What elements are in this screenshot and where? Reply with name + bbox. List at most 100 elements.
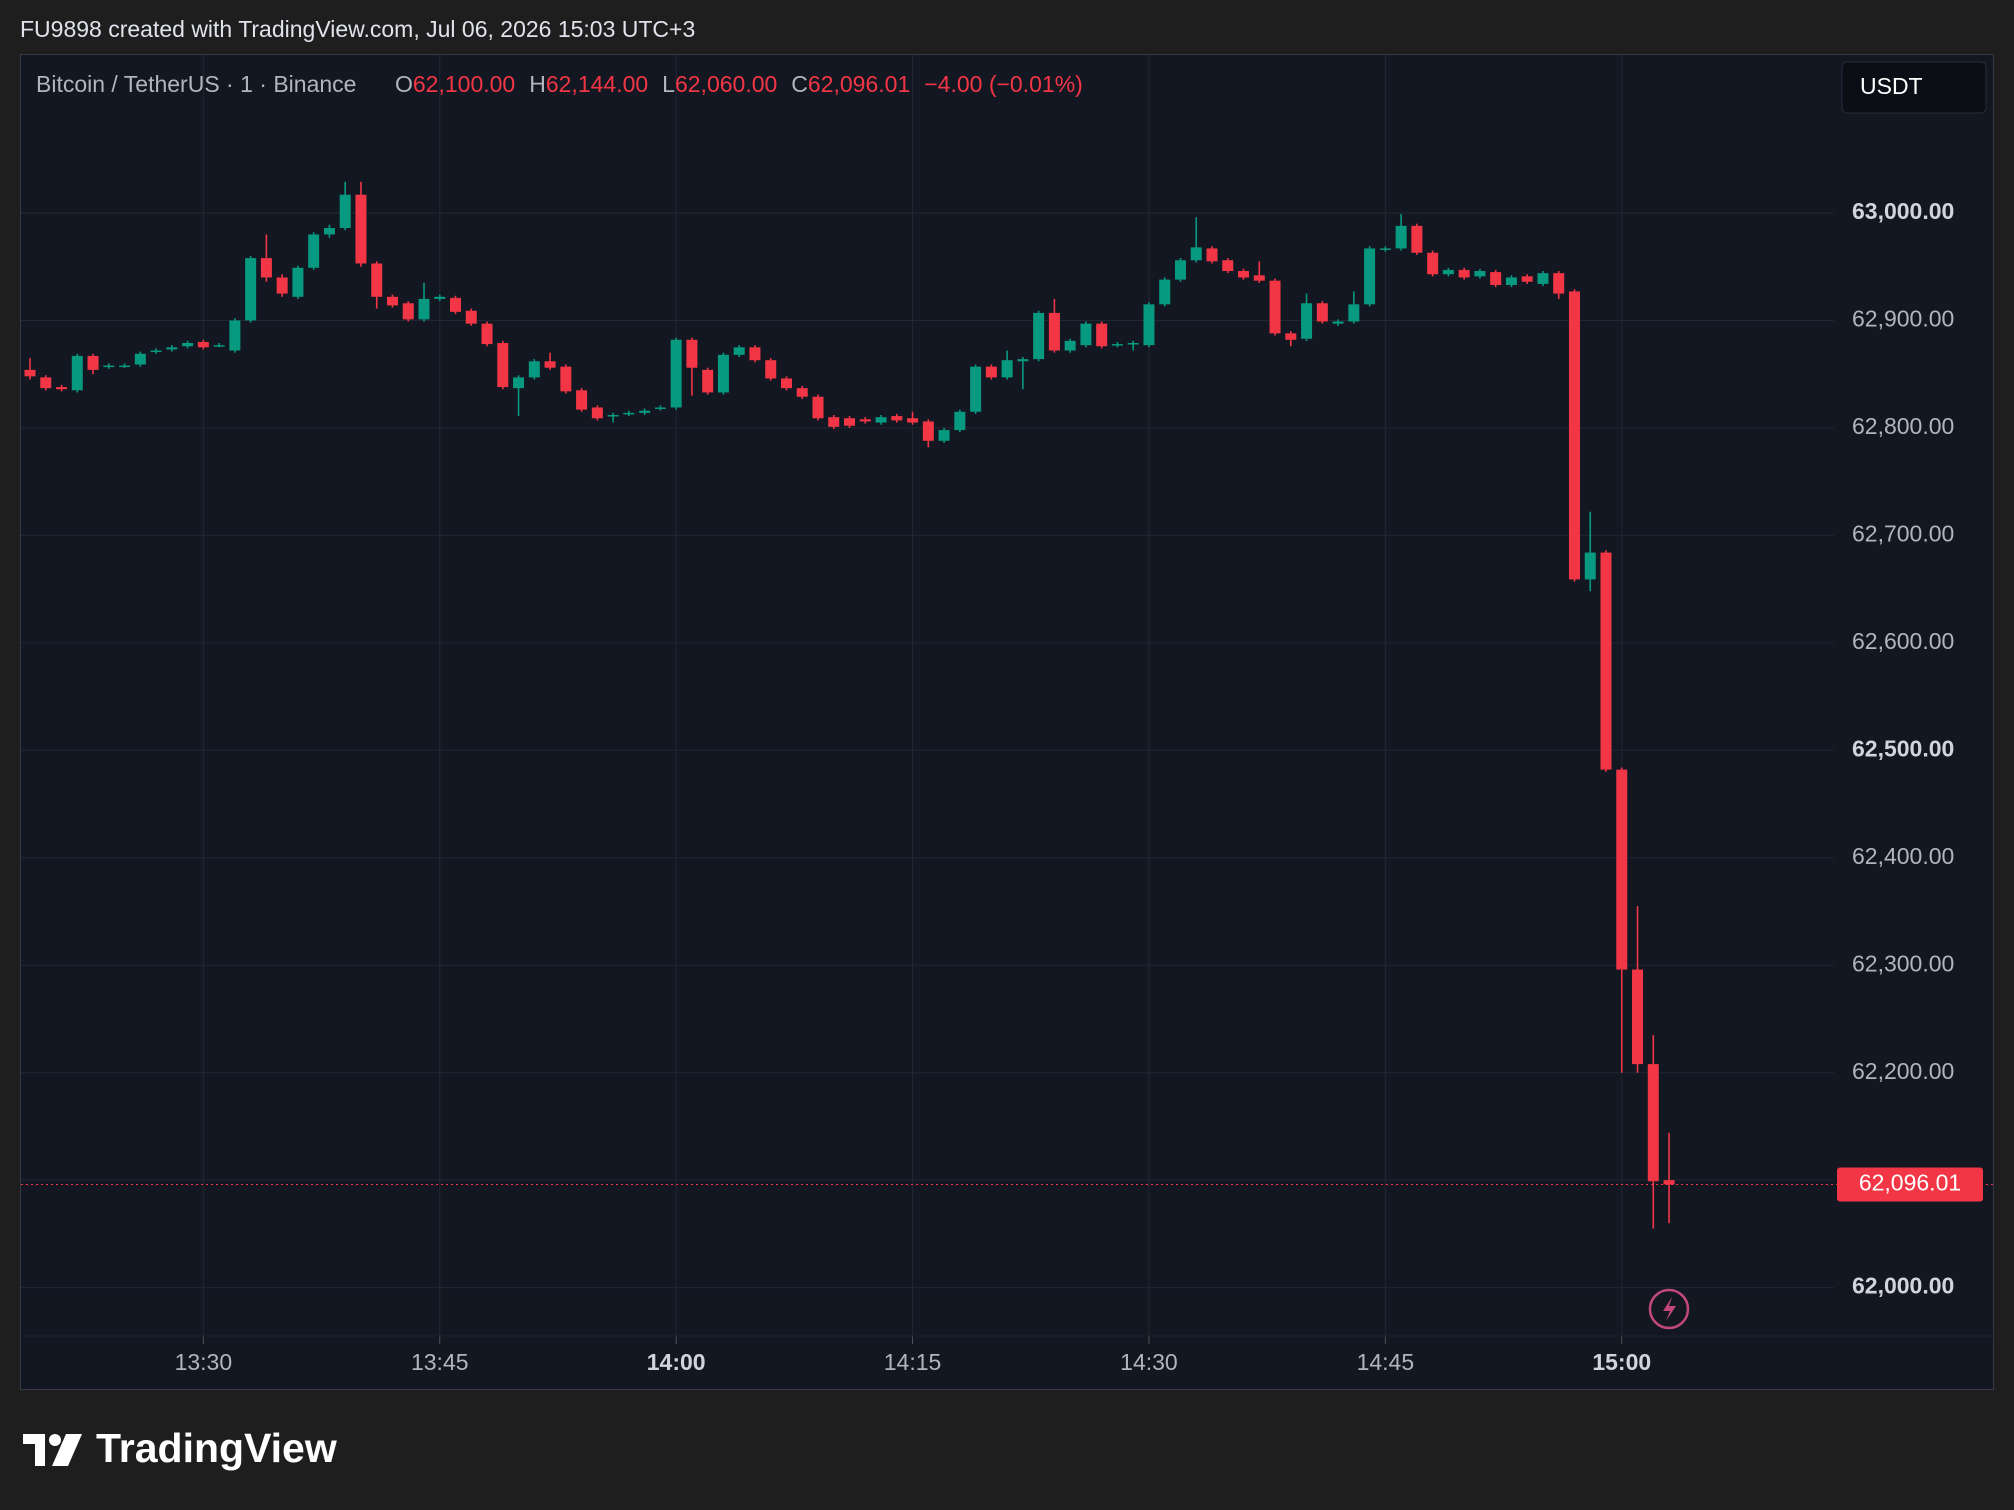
ohlc-legend: O62,100.00 H62,144.00 L62,060.00 C62,096.01… [395,71,1083,97]
candle-body [1222,260,1234,272]
last-price-label: 62,096.01 [1859,1170,1961,1196]
ohlc-value: 62,144.00 [546,71,648,97]
candle-body [1033,312,1045,360]
candle-body [733,347,745,355]
caption: FU9898 created with TradingView.com, Jul… [20,16,695,42]
event-icon[interactable] [1648,1288,1690,1330]
x-tick-label: 14:45 [1357,1349,1415,1375]
candle-body [607,415,619,417]
candle-body [402,303,414,320]
y-tick-label: 62,000.00 [1852,1273,1954,1299]
ohlc-value: 62,100.00 [413,71,515,97]
candle-body [765,360,777,379]
candle-body [1379,248,1391,250]
candle-body [292,267,304,297]
symbol: Bitcoin / TetherUS · 1 · Binance [36,71,356,97]
candle-body [1553,273,1565,294]
currency-button[interactable] [1841,61,1987,114]
candle-body [386,296,398,306]
candle-body [1490,272,1502,285]
candle-body [1600,552,1612,770]
ohlc-key: H [529,71,546,97]
candle-body [844,418,856,426]
y-tick-label: 62,800.00 [1852,413,1954,439]
candle-body [1364,248,1376,305]
axes: 62,000.0062,100.0062,200.0062,300.0062,4… [21,198,1994,1375]
candle-body [938,430,950,441]
candle-body [591,407,603,419]
y-tick-label: 62,900.00 [1852,306,1954,332]
change: −4.00 (−0.01%) [924,71,1083,97]
candle-body [796,388,808,397]
candle-body [308,234,320,268]
candle-body [182,343,194,347]
candle-body [450,297,462,312]
currency[interactable]: USDT [1860,73,1923,99]
candle-body [875,417,887,423]
candle-body [1568,291,1580,580]
candle-body [1474,271,1486,277]
candle-body [1285,333,1297,340]
chart-pane [20,54,1994,1390]
candle-body [1253,275,1265,281]
candle-body [150,350,162,353]
candle-body [103,365,115,368]
candle-body [1537,273,1549,284]
legend: Bitcoin / TetherUS · 1 · Binance O62,100… [36,71,1083,97]
y-tick-label: 63,000.00 [1852,198,1954,224]
candle-body [907,418,919,423]
ohlc-key: L [662,71,675,97]
candle-body [576,390,588,410]
brand: TradingView [96,1425,337,1471]
candle-body [1111,344,1123,346]
event-bolt [1663,1297,1676,1321]
candles [24,181,1675,1229]
x-tick-label: 14:00 [647,1349,706,1375]
candle-body [1301,303,1313,339]
candle-body [544,361,556,368]
candle-body [513,377,525,389]
candle-body [1332,321,1344,324]
candle-body [639,410,651,413]
candle-body [40,377,52,389]
candle-body [717,354,729,393]
candle-body [1174,260,1186,280]
candle-body [1395,225,1407,249]
candle-body [1663,1180,1675,1185]
candle-body [166,347,178,350]
candle-body [1316,303,1328,322]
candle-body [623,412,635,415]
candle-body [560,366,572,392]
candle-body [1190,247,1202,261]
candle-body [1159,279,1171,305]
x-tick-label: 14:15 [884,1349,942,1375]
candle-body [1017,359,1029,362]
candle-body [371,263,383,297]
ohlc-key: C [791,71,808,97]
candle-body [1458,269,1470,278]
candle-body [1427,252,1439,275]
y-tick-label: 62,300.00 [1852,950,1954,976]
candle-body [339,194,351,229]
candle-body [465,310,477,324]
logo-part [52,1434,82,1466]
candle-body [245,258,257,321]
x-tick-label: 14:30 [1120,1349,1178,1375]
candle-body [134,353,146,365]
candle-body [780,378,792,389]
candle-body [24,369,36,377]
candle-body [654,407,666,409]
candle-body [670,339,682,408]
y-tick-label: 62,700.00 [1852,520,1954,546]
candle-body [954,411,966,431]
candle-body [323,228,335,235]
candle-body [702,369,714,393]
candle-body [434,296,446,299]
logo-part [23,1434,45,1466]
candle-body [1505,277,1517,285]
candle-body [1411,225,1423,253]
y-tick-label: 62,400.00 [1852,843,1954,869]
candle-body [1348,304,1360,322]
last-price-box [1837,1167,1983,1202]
